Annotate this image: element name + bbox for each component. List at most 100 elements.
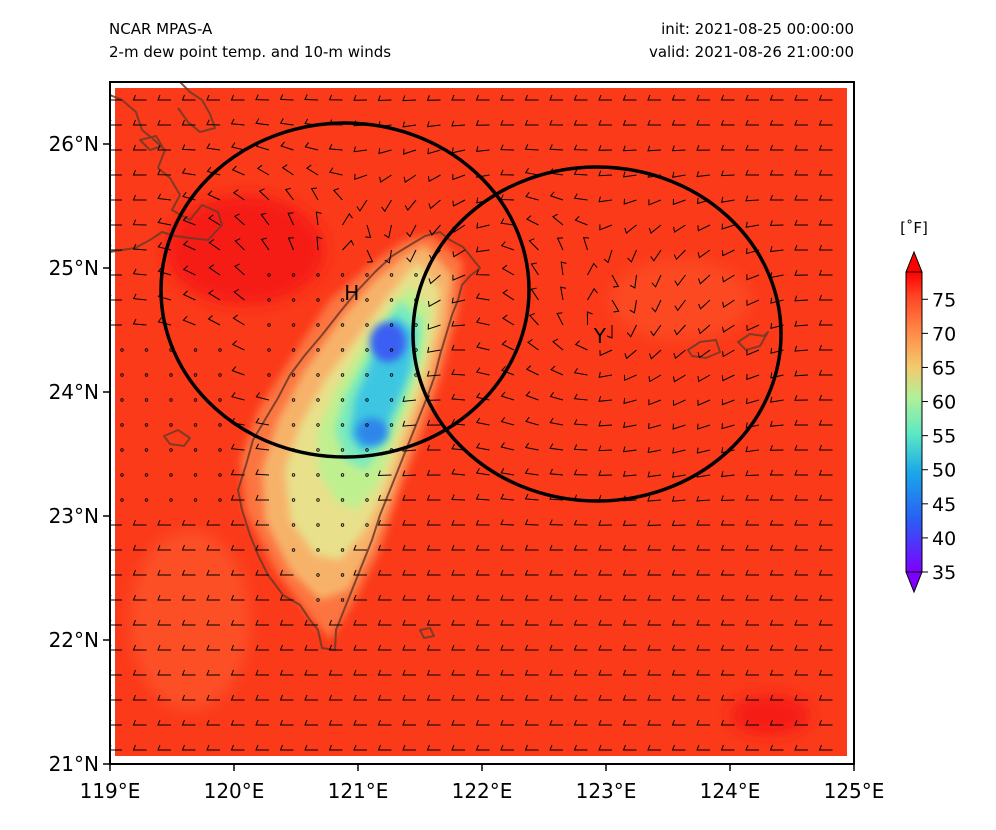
wind-barb xyxy=(622,644,637,651)
lat-tick-label: 22°N xyxy=(49,628,99,652)
wind-barb xyxy=(132,719,147,726)
wind-barb xyxy=(560,261,567,276)
wind-barb xyxy=(208,239,221,251)
wind-barb xyxy=(696,145,711,151)
wind-barb xyxy=(182,315,196,326)
wind-barb xyxy=(745,719,759,726)
wind-calm-marker xyxy=(291,373,296,377)
wind-barb xyxy=(697,324,711,335)
wind-calm-marker xyxy=(267,323,271,327)
wind-barb xyxy=(475,644,490,651)
wind-barb xyxy=(671,669,686,676)
wind-barb xyxy=(697,423,711,430)
wind-barb xyxy=(255,619,269,626)
wind-calm-marker xyxy=(365,473,369,477)
wind-barb xyxy=(206,719,220,726)
wind-barb xyxy=(353,644,367,651)
wind-barb xyxy=(769,519,784,526)
wind-barb xyxy=(622,594,637,601)
wind-barb xyxy=(530,262,539,276)
wind-barb xyxy=(526,215,539,226)
wind-barb xyxy=(622,719,637,726)
wind-barb xyxy=(132,594,147,601)
wind-barb xyxy=(132,194,147,201)
wind-barb xyxy=(696,519,711,526)
wind-calm-marker xyxy=(218,448,222,452)
wind-barb xyxy=(206,166,221,176)
wind-barb xyxy=(279,744,294,751)
wind-barb xyxy=(598,170,613,177)
wind-calm-marker xyxy=(144,423,149,427)
wind-calm-marker xyxy=(316,273,320,277)
wind-barb xyxy=(647,145,662,152)
wind-barb xyxy=(647,495,662,502)
wind-barb xyxy=(279,694,294,701)
wind-barb xyxy=(794,320,809,327)
wind-barb xyxy=(353,569,367,576)
wind-barb xyxy=(426,594,441,601)
wind-calm-marker xyxy=(316,398,320,402)
wind-barb xyxy=(132,544,147,551)
wind-barb xyxy=(524,493,539,501)
wind-barb xyxy=(353,694,367,701)
wind-barb xyxy=(818,94,833,101)
h-system-label: H xyxy=(344,281,359,305)
wind-barb xyxy=(573,419,588,426)
wind-barb xyxy=(611,274,620,288)
wind-barb xyxy=(255,519,269,526)
wind-barb xyxy=(524,619,539,626)
wind-barb xyxy=(769,119,784,126)
wind-barb xyxy=(745,619,759,626)
wind-barb xyxy=(356,199,368,212)
wind-barb xyxy=(573,393,588,401)
wind-barb xyxy=(818,219,833,226)
wind-barb xyxy=(403,148,417,155)
wind-barb xyxy=(671,94,686,101)
wind-calm-marker xyxy=(365,523,369,527)
wind-barb xyxy=(231,340,245,351)
wind-barb xyxy=(722,299,735,309)
wind-barb xyxy=(586,311,593,326)
wind-barb xyxy=(381,199,392,213)
wind-barb xyxy=(611,299,620,313)
wind-calm-marker xyxy=(291,348,296,352)
wind-barb xyxy=(230,744,245,751)
wind-calm-marker xyxy=(144,398,149,402)
wind-barb xyxy=(674,274,686,287)
wind-barb xyxy=(182,290,196,301)
wind-barb xyxy=(549,594,563,601)
wind-calm-marker xyxy=(340,373,345,377)
wind-calm-marker xyxy=(218,373,222,377)
wind-barb xyxy=(794,345,809,352)
wind-calm-marker xyxy=(291,498,296,502)
wind-barb xyxy=(598,445,613,452)
wind-barb xyxy=(769,144,784,151)
wind-calm-marker xyxy=(389,273,394,277)
wind-calm-marker xyxy=(144,448,149,452)
wind-barb xyxy=(647,471,662,478)
colorbar-tick-label: 35 xyxy=(932,562,956,584)
wind-calm-marker xyxy=(291,398,296,402)
wind-barb xyxy=(549,719,563,726)
wind-barb xyxy=(672,198,686,206)
wind-calm-marker xyxy=(340,473,345,477)
wind-barb xyxy=(354,173,368,181)
wind-barb xyxy=(475,493,490,501)
wind-barb xyxy=(623,398,637,405)
wind-barb xyxy=(260,212,270,226)
wind-barb xyxy=(502,314,515,326)
wind-barb xyxy=(573,444,588,451)
wind-barb xyxy=(818,569,833,576)
wind-barb xyxy=(696,719,710,726)
colorbar-tick-label: 70 xyxy=(932,323,956,345)
wind-calm-marker xyxy=(193,423,198,427)
wind-barb xyxy=(384,249,392,264)
wind-barb xyxy=(279,644,294,651)
wind-barb xyxy=(475,146,490,152)
wind-barb xyxy=(332,188,343,201)
wind-barb xyxy=(500,218,515,226)
wind-barb xyxy=(647,644,661,651)
wind-barb xyxy=(304,142,319,151)
wind-barb xyxy=(794,619,808,626)
